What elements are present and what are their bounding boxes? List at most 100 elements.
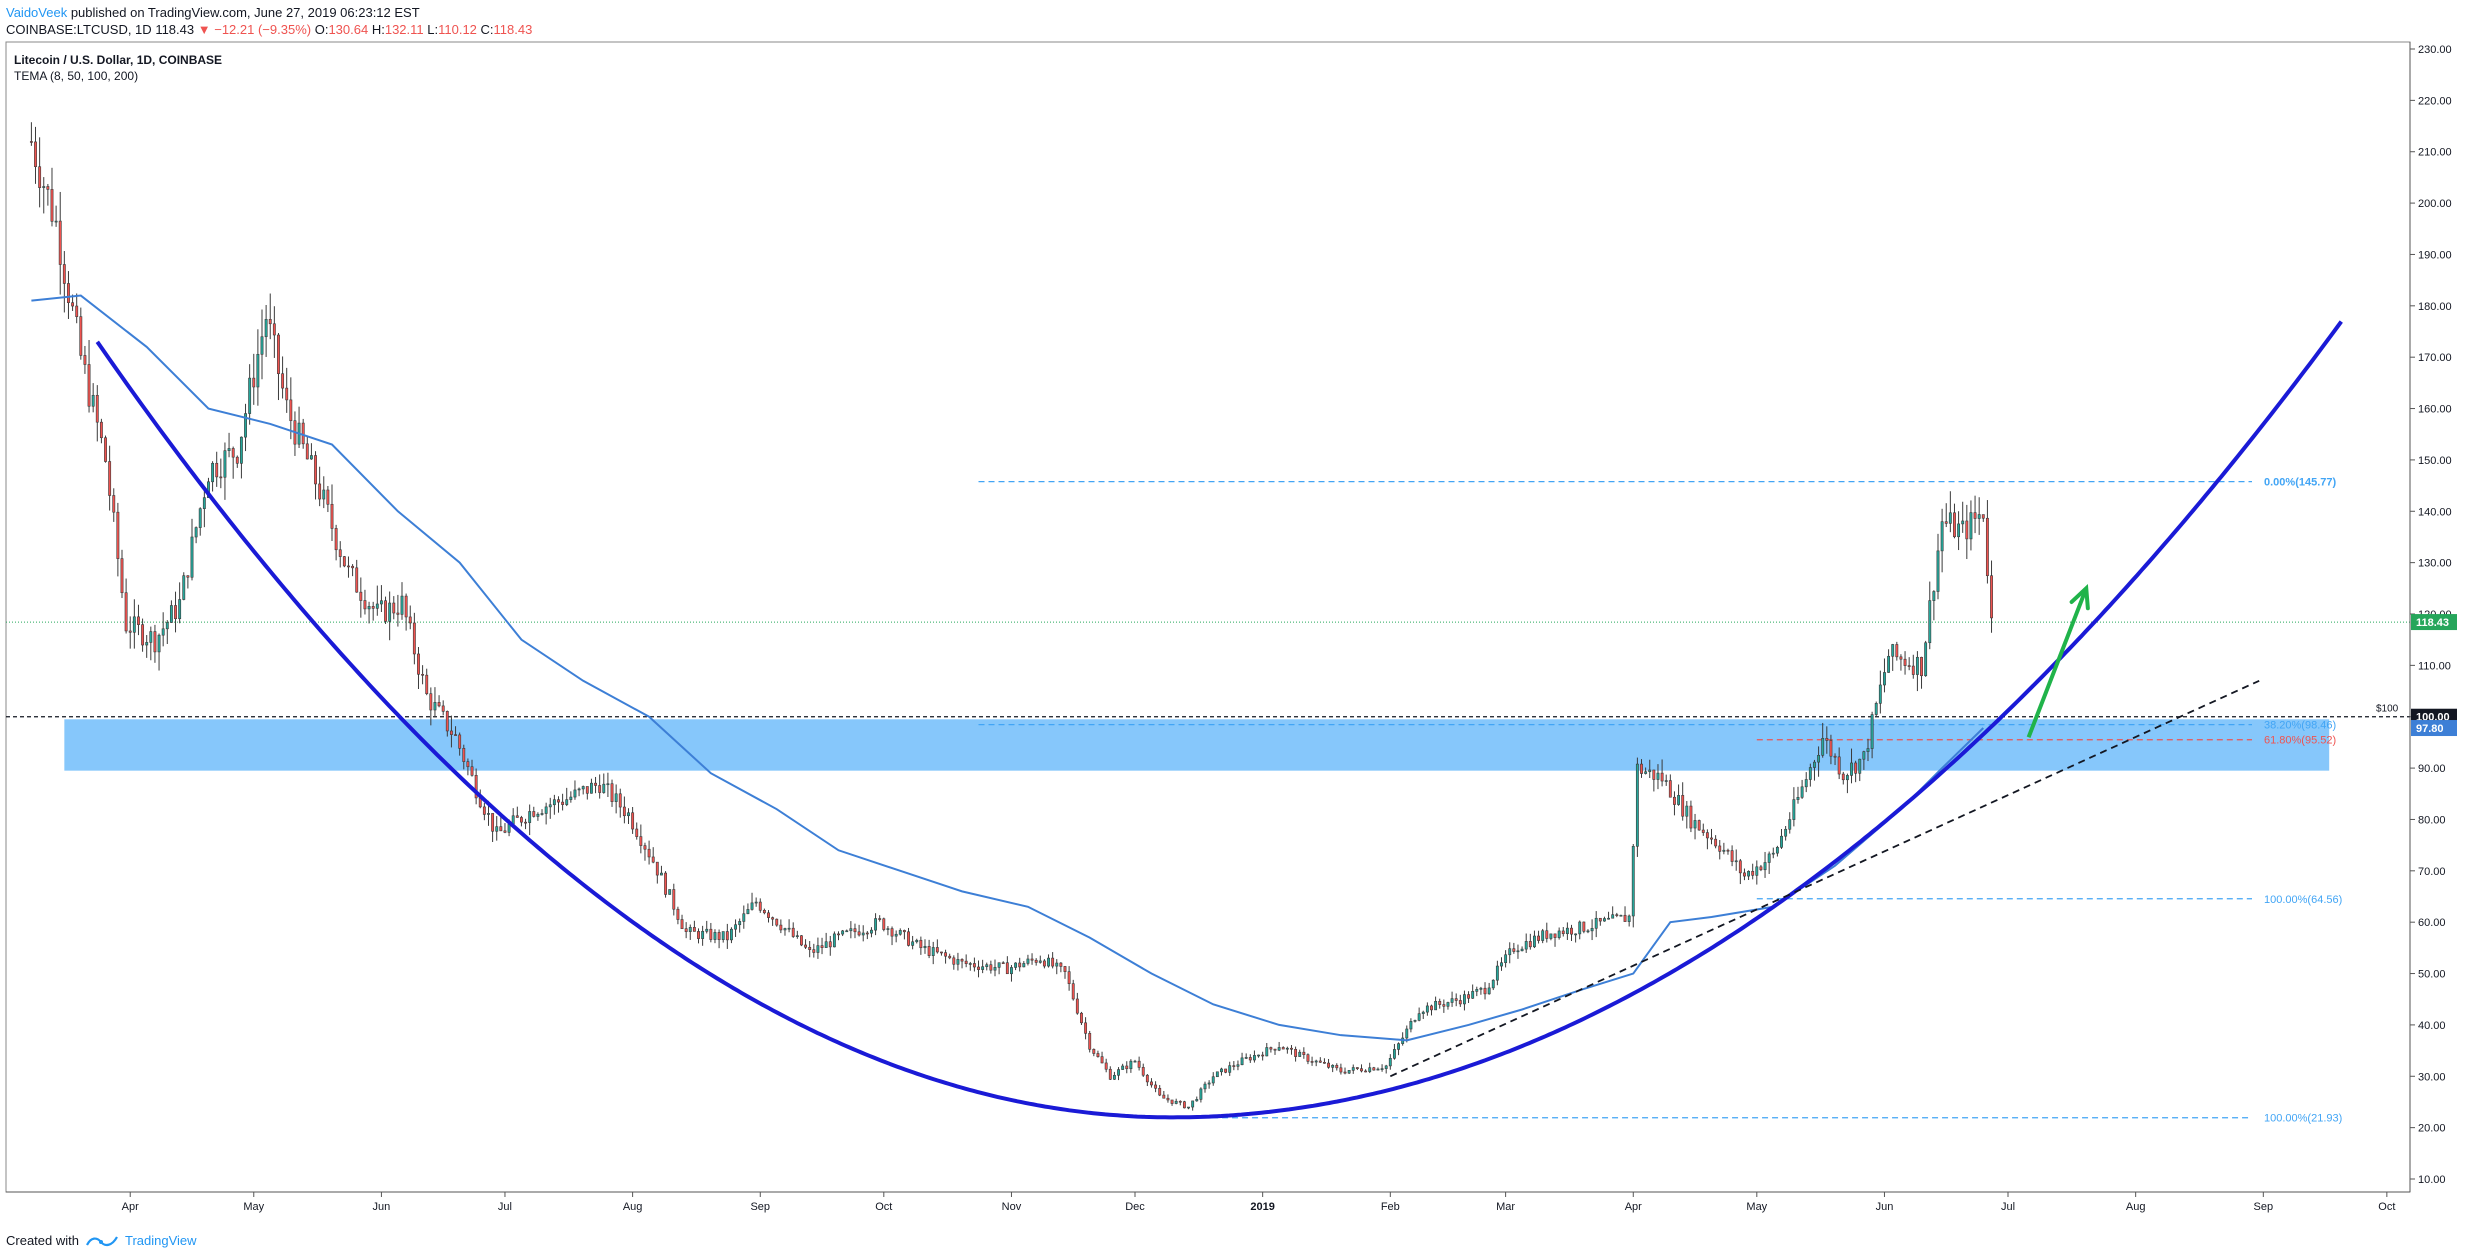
y-tick-label: 180.00 <box>2418 301 2452 313</box>
y-tick-label: 220.00 <box>2418 95 2452 107</box>
candle-body <box>1780 835 1783 848</box>
candle-body <box>248 377 252 414</box>
candle-body <box>1825 738 1829 741</box>
candle-body <box>948 955 952 959</box>
candle-body <box>725 931 729 941</box>
candle-body <box>1059 962 1063 967</box>
candles <box>29 122 1993 1111</box>
candle-body <box>1145 1074 1149 1083</box>
candle-body <box>359 591 363 601</box>
candle-body <box>165 622 169 630</box>
candle-body <box>544 806 548 814</box>
candle-body <box>519 817 523 823</box>
candle-body <box>1500 962 1503 967</box>
candle-body <box>730 928 733 941</box>
candle-body <box>697 931 700 939</box>
candle-body <box>569 796 573 800</box>
candle-body <box>952 957 956 965</box>
candle-body <box>1907 665 1911 667</box>
candle-body <box>1512 948 1516 952</box>
y-tick-label: 110.00 <box>2418 660 2451 672</box>
candle-body <box>1005 962 1009 975</box>
candle-body <box>1701 829 1705 833</box>
candle-body <box>524 821 527 824</box>
candle-body <box>124 592 128 632</box>
candle-body <box>408 616 412 624</box>
candle-body <box>1631 846 1635 917</box>
candle-body <box>606 783 610 786</box>
candle-body <box>153 631 157 653</box>
candle-body <box>1911 665 1915 675</box>
candle-body <box>1458 1000 1462 1005</box>
tradingview-link[interactable]: TradingView <box>124 1233 197 1248</box>
candle-body <box>1549 933 1553 939</box>
candle-body <box>264 319 268 338</box>
candle-body <box>441 705 445 712</box>
candle-body <box>355 567 359 593</box>
candle-body <box>1635 763 1639 847</box>
candle-body <box>1685 805 1689 817</box>
candle-body <box>454 734 457 736</box>
y-tick-label: 170.00 <box>2418 352 2452 364</box>
candle-body <box>1327 1062 1330 1068</box>
candle-body <box>1084 1022 1088 1034</box>
candle-body <box>1421 1011 1425 1014</box>
candle-body <box>618 793 622 808</box>
candle-body <box>622 806 626 817</box>
candle-body <box>178 599 182 620</box>
low-value: 110.12 <box>438 22 477 37</box>
candle-body <box>762 909 766 914</box>
chart-legend-title: Litecoin / U.S. Dollar, 1D, COINBASE <box>14 53 223 67</box>
candle-body <box>1866 748 1870 752</box>
candle-body <box>145 642 149 646</box>
candle-body <box>655 861 659 876</box>
candle-body <box>676 908 680 920</box>
candle-body <box>812 949 816 953</box>
candle-body <box>1837 756 1841 775</box>
candle-body <box>1434 1001 1438 1011</box>
candle-body <box>915 939 919 943</box>
candle-body <box>775 918 779 926</box>
candle-body <box>466 761 470 768</box>
candle-body <box>902 930 906 933</box>
candle-body <box>1191 1100 1195 1108</box>
candle-body <box>462 748 466 762</box>
candle-body <box>347 565 350 568</box>
tema-line <box>31 294 1984 1042</box>
candle-body <box>433 702 437 711</box>
candle-body <box>643 845 647 850</box>
y-tick-label: 210.00 <box>2418 147 2452 159</box>
x-tick-label: Nov <box>1002 1201 1022 1213</box>
candle-body <box>326 489 330 505</box>
candle-body <box>853 928 857 933</box>
author-link[interactable]: VaidoVeek <box>6 5 68 20</box>
candle-body <box>1092 1048 1096 1054</box>
candle-body <box>1858 758 1862 774</box>
x-tick-label: Apr <box>122 1201 139 1213</box>
candle-body <box>1891 644 1895 657</box>
candle-body <box>1298 1051 1302 1057</box>
candle-body <box>816 945 820 953</box>
candle-body <box>1508 948 1512 956</box>
candle-body <box>1055 962 1059 967</box>
candle-body <box>931 947 935 956</box>
candle-body <box>742 913 746 922</box>
candle-body <box>1475 989 1479 992</box>
candle-body <box>627 812 630 817</box>
candle-body <box>1607 917 1610 920</box>
candle-body <box>1108 1068 1112 1080</box>
candle-body <box>536 813 540 817</box>
candle-body <box>1862 751 1866 760</box>
candle-body <box>721 931 725 940</box>
candle-body <box>132 616 136 633</box>
indicator-legend[interactable]: TEMA (8, 50, 100, 200) <box>14 69 139 83</box>
candle-body <box>820 945 824 948</box>
candle-body <box>841 930 845 935</box>
x-tick-label: 2019 <box>1250 1201 1274 1213</box>
candle-body <box>1088 1033 1092 1050</box>
price-tag <box>2411 720 2457 737</box>
candle-body <box>202 497 206 509</box>
candle-body <box>445 711 449 732</box>
candle-body <box>1360 1068 1363 1072</box>
